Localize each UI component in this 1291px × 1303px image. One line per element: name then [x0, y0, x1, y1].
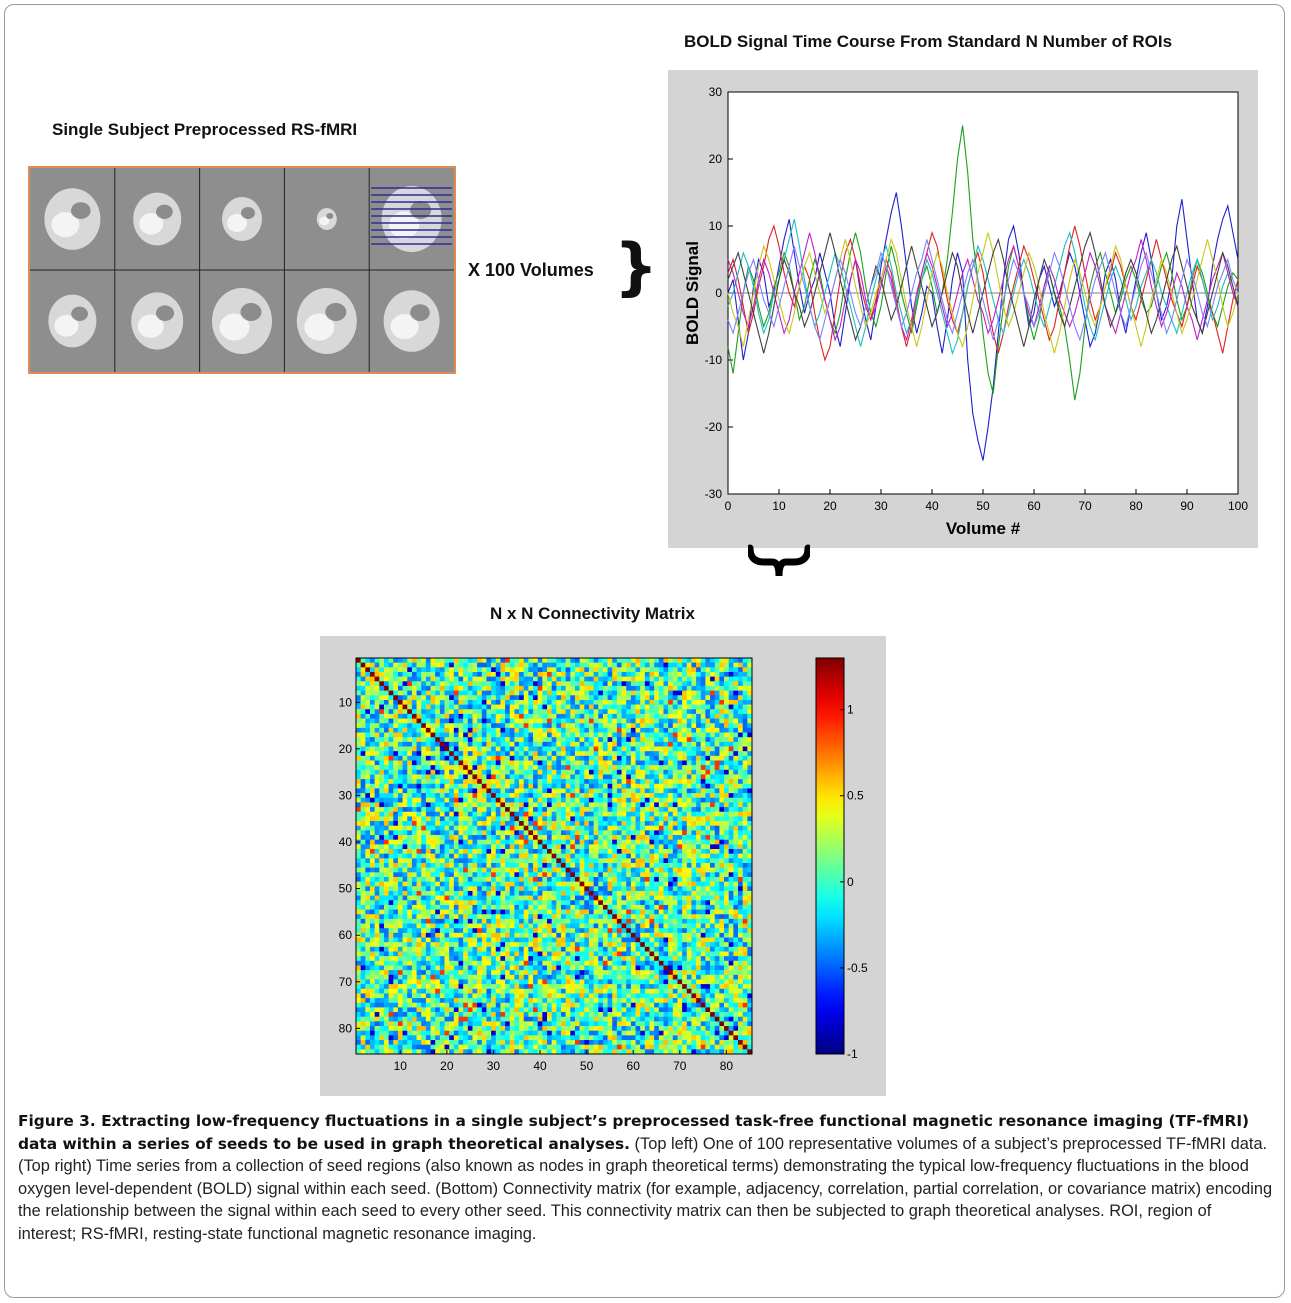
x-tick-label: 30 — [874, 499, 888, 513]
brain-slices-panel — [28, 166, 456, 374]
x-tick-label: 20 — [440, 1059, 454, 1073]
y-tick-label: 30 — [339, 788, 353, 802]
matrix-cells — [356, 658, 753, 1055]
caption-text: (Top left) One of 100 representative vol… — [18, 1134, 1273, 1243]
x-tick-label: 60 — [627, 1059, 641, 1073]
x-tick-label: 60 — [1027, 499, 1041, 513]
x-tick-label: 80 — [1129, 499, 1143, 513]
x-tick-label: 30 — [487, 1059, 501, 1073]
colorbar-tick-label: -0.5 — [847, 961, 868, 975]
x-tick-label: 50 — [580, 1059, 594, 1073]
timeseries-chart: 0 10 20 30 40 50 60 70 80 90 100 -30 -20 -10 0 10 20 30 Vo… — [683, 85, 1248, 538]
brain-panel-title: Single Subject Preprocessed RS-fMRI — [52, 120, 358, 139]
y-tick-label: -10 — [705, 353, 723, 367]
series-line — [727, 232, 1239, 354]
x-tick-label: 100 — [1228, 499, 1248, 513]
brain-slice — [131, 292, 184, 350]
x-tick-label: 10 — [394, 1059, 408, 1073]
y-tick-label: 70 — [339, 975, 353, 989]
series-line — [727, 192, 1239, 461]
matrix-title: N x N Connectivity Matrix — [490, 604, 695, 623]
timeseries-chart-panel: 0 10 20 30 40 50 60 70 80 90 100 -30 -20 -10 0 10 20 30 Vo… — [668, 70, 1258, 548]
connectivity-matrix-panel: 10 20 30 40 50 60 70 80 10 20 30 40 50 60 70 80 -1 -0.5 0 0… — [320, 636, 886, 1096]
brain-slice — [383, 290, 440, 352]
caption-bold: Figure 3. Extracting low-frequency fluct… — [18, 1112, 1250, 1153]
y-tick-label: 30 — [709, 85, 723, 99]
right-brace-icon: } — [614, 230, 659, 303]
x-tick-label: 0 — [725, 499, 732, 513]
x-tick-label: 10 — [772, 499, 786, 513]
y-tick-label: 80 — [339, 1021, 353, 1035]
colorbar-tick-label: 0 — [847, 875, 854, 889]
figure-caption: Figure 3. Extracting low-frequency fluct… — [18, 1110, 1274, 1245]
x-tick-label: 40 — [533, 1059, 547, 1073]
y-tick-label: 60 — [339, 928, 353, 942]
colorbar-tick-label: -1 — [847, 1047, 858, 1061]
x-tick-label: 50 — [976, 499, 990, 513]
x-tick-label: 80 — [720, 1059, 734, 1073]
colorbar-tick-label: 1 — [847, 703, 854, 717]
x-tick-label: 70 — [1078, 499, 1092, 513]
x-tick-label: 70 — [673, 1059, 687, 1073]
y-tick-label: 10 — [339, 695, 353, 709]
y-tick-label: 0 — [715, 286, 722, 300]
y-tick-label: 40 — [339, 835, 353, 849]
brain-slices-image — [30, 168, 454, 372]
figure-frame — [4, 4, 1285, 1298]
brain-slice — [133, 192, 182, 246]
y-tick-label: 20 — [339, 742, 353, 756]
colorbar-tick-label: 0.5 — [847, 789, 864, 803]
y-tick-label: -30 — [705, 487, 723, 501]
matrix-border — [355, 657, 753, 1055]
y-tick-label: 50 — [339, 882, 353, 896]
timeseries-title: BOLD Signal Time Course From Standard N … — [684, 32, 1173, 51]
down-brace-icon — [748, 544, 810, 577]
brain-slice — [222, 197, 262, 241]
y-tick-label: 10 — [709, 219, 723, 233]
series-line — [727, 239, 1239, 342]
x-axis-label: Volume # — [946, 519, 1021, 538]
series-line — [727, 230, 1239, 354]
y-axis-label: BOLD Signal — [683, 241, 702, 345]
colorbar — [815, 657, 845, 1055]
y-tick-label: -20 — [705, 420, 723, 434]
brain-slice — [212, 288, 272, 354]
brain-slice — [296, 288, 357, 354]
brain-slice — [316, 208, 337, 230]
x-tick-label: 20 — [823, 499, 837, 513]
brain-slice — [44, 188, 101, 250]
connectivity-matrix-chart: 10 20 30 40 50 60 70 80 10 20 30 40 50 60 70 80 -1 -0.5 0 0… — [339, 657, 868, 1073]
brain-slice — [48, 294, 97, 348]
x-tick-label: 90 — [1180, 499, 1194, 513]
y-tick-label: 20 — [709, 152, 723, 166]
x-tick-label: 40 — [925, 499, 939, 513]
volumes-label: X 100 Volumes — [468, 260, 594, 280]
brain-slice — [371, 186, 452, 252]
